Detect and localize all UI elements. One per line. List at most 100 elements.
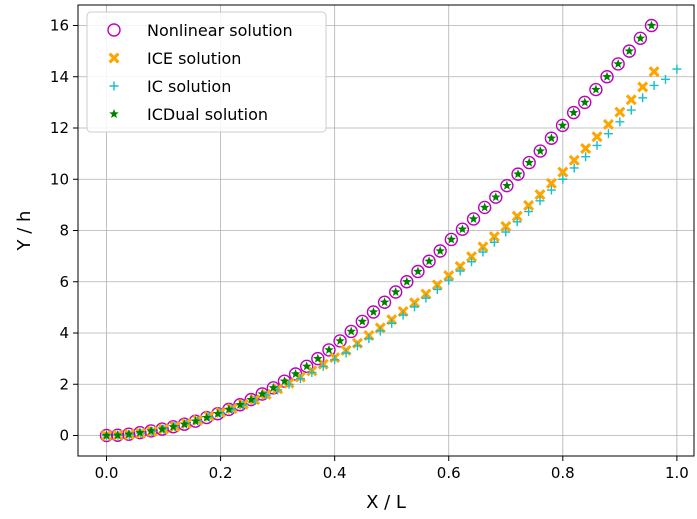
data-point [400, 275, 414, 289]
data-point [424, 256, 434, 266]
data-point [589, 82, 603, 97]
legend: Nonlinear solution ICE solution IC solutio… [86, 11, 327, 133]
data-point [502, 180, 512, 190]
data-point [422, 254, 436, 268]
legend-box [86, 11, 327, 133]
x-tick-label: 0.8 [551, 464, 575, 482]
data-point [489, 190, 503, 204]
data-point [432, 284, 442, 294]
y-axis-title: Y / h [14, 211, 35, 252]
data-point [364, 334, 374, 344]
data-point [246, 394, 256, 404]
data-point [335, 335, 345, 345]
legend-marker [107, 23, 121, 37]
x-tick-label: 0.4 [323, 464, 347, 482]
data-point [500, 220, 512, 232]
data-point [457, 224, 468, 234]
data-point [646, 20, 657, 30]
data-point [99, 428, 114, 443]
data-point [568, 107, 579, 117]
legend-marker [109, 109, 119, 119]
data-point [580, 143, 592, 154]
data-point [431, 279, 443, 291]
y-tick-label: 6 [59, 273, 69, 291]
data-point [341, 348, 351, 358]
data-point [268, 382, 279, 392]
data-point [330, 355, 340, 365]
data-point [603, 129, 613, 139]
data-point [534, 189, 546, 201]
x-tick-label: 0.0 [95, 464, 119, 482]
data-point [413, 266, 423, 276]
data-point [501, 227, 511, 237]
data-point [398, 310, 408, 320]
legend-item: Nonlinear solution [107, 21, 293, 40]
data-point [444, 232, 459, 247]
data-point [580, 97, 590, 107]
data-point [411, 264, 425, 279]
data-point [649, 80, 659, 90]
data-point [578, 95, 592, 110]
data-point [257, 388, 267, 399]
data-point [235, 399, 245, 409]
data-point [522, 155, 536, 170]
series-0 [99, 18, 659, 443]
data-point [368, 306, 379, 317]
legend-item: ICDual solution [109, 105, 268, 124]
data-point [467, 257, 477, 267]
data-point [444, 275, 454, 285]
data-point [446, 234, 457, 244]
legend-label: ICDual solution [147, 105, 268, 124]
data-point [622, 44, 636, 58]
data-point [672, 64, 682, 74]
x-tick-label: 1.0 [665, 464, 689, 482]
data-point [468, 213, 479, 224]
data-point [591, 131, 603, 143]
data-point [466, 212, 481, 226]
data-point [455, 222, 470, 236]
legend-item: IC solution [109, 77, 231, 96]
data-point [614, 106, 626, 118]
data-point [377, 295, 392, 309]
data-point [402, 276, 412, 286]
data-point [535, 146, 546, 156]
data-point [479, 202, 490, 212]
legend-label: ICE solution [147, 49, 241, 68]
legend-label: Nonlinear solution [147, 21, 293, 40]
legend-marker [109, 81, 119, 91]
data-point [569, 163, 579, 173]
data-point [346, 326, 356, 336]
data-point [568, 154, 580, 166]
y-tick-label: 14 [50, 68, 69, 86]
data-point [212, 408, 223, 418]
data-point [443, 270, 455, 282]
y-tick-label: 10 [50, 170, 69, 188]
data-point [454, 260, 466, 272]
data-point [602, 118, 614, 130]
data-point [488, 231, 500, 243]
x-tick-label: 0.2 [209, 464, 233, 482]
data-point [146, 425, 156, 435]
data-point [224, 404, 234, 414]
data-point [544, 131, 559, 145]
data-point [295, 374, 305, 384]
data-point [648, 66, 660, 78]
data-point [625, 94, 637, 106]
data-point [357, 316, 368, 326]
data-point [324, 344, 334, 354]
data-point [466, 251, 478, 263]
data-point [390, 287, 401, 297]
data-point [557, 166, 569, 178]
data-point [322, 343, 336, 357]
data-point [637, 81, 649, 93]
data-point [112, 430, 123, 440]
data-point [500, 178, 514, 193]
legend-item: ICE solution [108, 49, 241, 68]
data-point [307, 367, 317, 377]
data-point [375, 326, 385, 336]
data-point [279, 376, 290, 386]
data-point [179, 419, 190, 429]
data-point [600, 70, 614, 84]
data-point [311, 351, 325, 366]
data-point [633, 31, 648, 46]
